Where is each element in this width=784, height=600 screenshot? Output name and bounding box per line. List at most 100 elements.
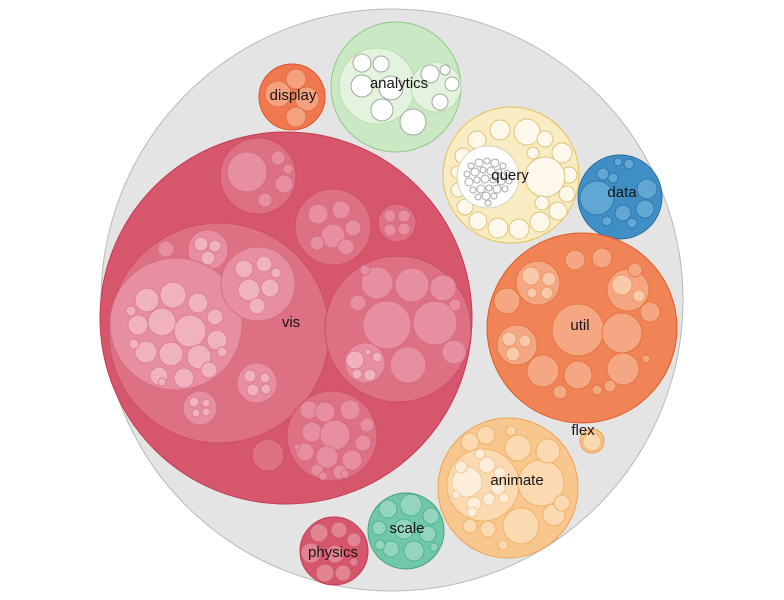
vis-node-circle[interactable]	[158, 241, 174, 257]
vis-node-circle[interactable]	[342, 450, 362, 470]
vis-node-circle[interactable]	[360, 265, 370, 275]
vis-node-circle[interactable]	[378, 204, 416, 242]
query-node-circle[interactable]	[468, 163, 474, 169]
vis-node-circle[interactable]	[126, 306, 136, 316]
vis-node-circle[interactable]	[261, 384, 271, 394]
data-node-circle[interactable]	[615, 205, 631, 221]
vis-node-circle[interactable]	[345, 220, 361, 236]
animate-node-circle[interactable]	[536, 439, 560, 463]
query-node-circle[interactable]	[509, 219, 529, 239]
vis-node-circle[interactable]	[372, 352, 382, 362]
vis-node-circle[interactable]	[258, 193, 272, 207]
physics-node-circle[interactable]	[331, 522, 347, 538]
vis-node-circle[interactable]	[390, 347, 426, 383]
animate-node-circle[interactable]	[506, 426, 516, 436]
vis-node-circle[interactable]	[364, 369, 376, 381]
scale-node-circle[interactable]	[383, 541, 399, 557]
vis-node-circle[interactable]	[320, 420, 350, 450]
display-node-circle[interactable]	[295, 87, 319, 111]
analytics-node-circle[interactable]	[445, 77, 459, 91]
util-node-circle[interactable]	[502, 332, 516, 346]
animate-node-circle[interactable]	[554, 495, 570, 511]
util-node-circle[interactable]	[552, 304, 604, 356]
vis-node-circle[interactable]	[283, 164, 293, 174]
query-node-circle[interactable]	[471, 168, 479, 176]
vis-node-circle[interactable]	[189, 397, 199, 407]
display-node-circle[interactable]	[265, 81, 291, 107]
animate-node-circle[interactable]	[494, 467, 506, 479]
util-node-circle[interactable]	[633, 290, 645, 302]
animate-node-circle[interactable]	[475, 449, 485, 459]
query-node-circle[interactable]	[480, 167, 486, 173]
animate-node-circle[interactable]	[455, 461, 467, 473]
vis-node-circle[interactable]	[360, 418, 374, 432]
analytics-node-circle[interactable]	[379, 76, 403, 100]
physics-node-circle[interactable]	[301, 543, 321, 563]
vis-node-circle[interactable]	[442, 340, 466, 364]
vis-node-circle[interactable]	[237, 363, 277, 403]
scale-node-circle[interactable]	[420, 526, 436, 542]
query-node-circle[interactable]	[535, 196, 549, 210]
animate-node-circle[interactable]	[452, 491, 460, 499]
vis-node-circle[interactable]	[261, 279, 279, 297]
query-node-circle[interactable]	[457, 199, 473, 215]
vis-node-circle[interactable]	[361, 267, 393, 299]
vis-node-circle[interactable]	[202, 408, 210, 416]
vis-node-circle[interactable]	[398, 223, 410, 235]
vis-node-circle[interactable]	[207, 309, 223, 325]
vis-node-circle[interactable]	[256, 256, 272, 272]
data-node-circle[interactable]	[637, 179, 657, 199]
query-node-circle[interactable]	[497, 177, 505, 185]
animate-node-circle[interactable]	[505, 435, 531, 461]
query-node-circle[interactable]	[474, 177, 480, 183]
query-node-circle[interactable]	[486, 185, 492, 191]
util-node-circle[interactable]	[602, 313, 642, 353]
animate-node-circle[interactable]	[461, 433, 479, 451]
vis-node-circle[interactable]	[252, 439, 284, 471]
physics-node-circle[interactable]	[335, 565, 351, 581]
vis-node-circle[interactable]	[355, 435, 371, 451]
vis-node-circle[interactable]	[174, 368, 194, 388]
data-node-circle[interactable]	[624, 159, 634, 169]
vis-node-circle[interactable]	[194, 237, 208, 251]
util-node-circle[interactable]	[642, 355, 650, 363]
vis-node-circle[interactable]	[247, 384, 259, 396]
util-node-circle[interactable]	[592, 248, 612, 268]
query-node-circle[interactable]	[504, 170, 510, 176]
query-node-circle[interactable]	[506, 178, 512, 184]
query-node-circle[interactable]	[493, 185, 501, 193]
vis-node-circle[interactable]	[217, 347, 227, 357]
vis-node-circle[interactable]	[158, 378, 166, 386]
vis-node-circle[interactable]	[363, 301, 411, 349]
query-node-circle[interactable]	[527, 147, 539, 159]
vis-node-circle[interactable]	[384, 224, 396, 236]
vis-node-circle[interactable]	[430, 275, 456, 301]
query-node-circle[interactable]	[464, 171, 470, 177]
util-node-circle[interactable]	[519, 335, 531, 347]
query-node-circle[interactable]	[525, 157, 565, 197]
scale-node-circle[interactable]	[404, 541, 424, 561]
util-node-circle[interactable]	[527, 288, 537, 298]
query-node-circle[interactable]	[530, 212, 550, 232]
util-node-circle[interactable]	[494, 288, 520, 314]
util-node-circle[interactable]	[592, 385, 602, 395]
vis-node-circle[interactable]	[332, 201, 350, 219]
util-node-circle[interactable]	[522, 267, 540, 285]
display-circle[interactable]	[259, 64, 325, 130]
vis-node-circle[interactable]	[302, 422, 322, 442]
query-node-circle[interactable]	[514, 119, 540, 145]
data-node-circle[interactable]	[614, 158, 622, 166]
util-node-circle[interactable]	[628, 263, 642, 277]
query-node-circle[interactable]	[549, 202, 567, 220]
analytics-node-circle[interactable]	[373, 56, 389, 72]
query-node-circle[interactable]	[485, 200, 491, 206]
util-node-circle[interactable]	[607, 353, 639, 385]
scale-node-circle[interactable]	[379, 500, 397, 518]
vis-node-circle[interactable]	[188, 293, 208, 313]
vis-node-circle[interactable]	[341, 470, 349, 478]
physics-node-circle[interactable]	[326, 545, 344, 563]
query-node-circle[interactable]	[491, 159, 499, 167]
vis-node-circle[interactable]	[202, 399, 210, 407]
animate-node-circle[interactable]	[498, 540, 508, 550]
vis-node-circle[interactable]	[338, 239, 354, 255]
